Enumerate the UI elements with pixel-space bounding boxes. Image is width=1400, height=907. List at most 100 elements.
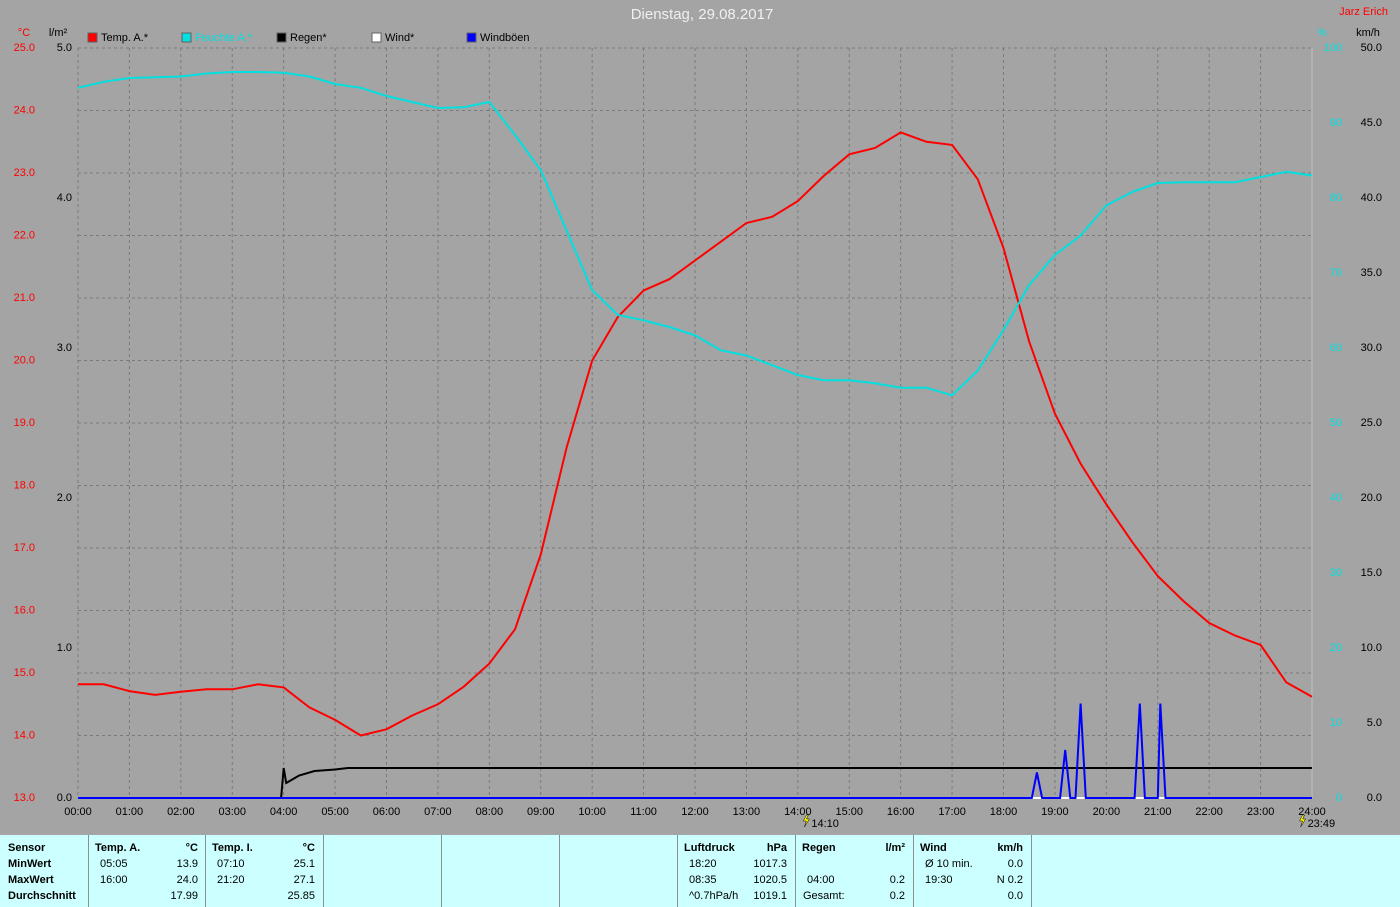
summary-table: Sensor MinWert MaxWert Durchschnitt Temp. A.… (0, 835, 1400, 907)
y4-tick-label: 5.0 (1367, 717, 1382, 729)
table-cell: Temp. I. (212, 842, 253, 854)
y4-tick-label: 10.0 (1361, 642, 1382, 654)
lightning-icon (802, 814, 810, 828)
y3-tick-label: 70 (1330, 267, 1342, 279)
column-separator (913, 835, 914, 907)
y2-tick-label: 3.0 (57, 342, 72, 354)
lightning-icon (1299, 814, 1307, 828)
x-tick-label: 12:00 (681, 806, 709, 818)
y3-tick-label: 40 (1330, 492, 1342, 504)
legend-label: Temp. A.* (101, 32, 149, 44)
y4-tick-label: 0.0 (1367, 792, 1382, 804)
x-tick-label: 01:00 (116, 806, 144, 818)
x-tick-label: 15:00 (835, 806, 863, 818)
table-cell: Ø 10 min. (925, 858, 973, 870)
y3-tick-label: 30 (1330, 567, 1342, 579)
column-separator (323, 835, 324, 907)
y4-tick-label: 40.0 (1361, 192, 1382, 204)
legend-swatch (87, 32, 98, 43)
series-line (78, 703, 1312, 799)
table-cell: 1020.5 (753, 874, 787, 886)
annotation: 14:10 (811, 818, 839, 830)
x-tick-label: 24:00 (1298, 806, 1326, 818)
table-cell: Sensor (8, 842, 46, 854)
series-line (77, 71, 1313, 397)
y-tick-label: 25.0 (14, 42, 35, 54)
column-separator (205, 835, 206, 907)
x-tick-label: 08:00 (476, 806, 504, 818)
legend-swatch (466, 32, 477, 43)
y-tick-label: 22.0 (14, 229, 35, 241)
x-tick-label: 23:00 (1247, 806, 1275, 818)
annotation: 23:49 (1308, 818, 1336, 830)
y2-axis-unit: l/m² (49, 27, 68, 39)
y2-tick-label: 5.0 (57, 42, 72, 54)
y3-tick-label: 100 (1324, 42, 1342, 54)
x-tick-label: 13:00 (733, 806, 761, 818)
y3-tick-label: 20 (1330, 642, 1342, 654)
table-cell: 18:20 (689, 858, 717, 870)
column-separator (559, 835, 560, 907)
table-cell: Wind (920, 842, 947, 854)
table-cell: 19:30 (925, 874, 953, 886)
x-tick-label: 03:00 (218, 806, 246, 818)
y3-tick-label: 0 (1336, 792, 1342, 804)
author: Jarz Erich (1339, 6, 1388, 18)
y4-tick-label: 15.0 (1361, 567, 1382, 579)
y4-tick-label: 25.0 (1361, 417, 1382, 429)
table-cell: 04:00 (807, 874, 835, 886)
x-tick-label: 14:00 (784, 806, 812, 818)
y-tick-label: 18.0 (14, 479, 35, 491)
table-cell: 07:10 (217, 858, 245, 870)
y4-tick-label: 45.0 (1361, 117, 1382, 129)
table-cell: 13.9 (176, 858, 198, 870)
x-tick-label: 07:00 (424, 806, 452, 818)
x-tick-label: 21:00 (1144, 806, 1172, 818)
x-tick-label: 18:00 (990, 806, 1018, 818)
y-tick-label: 14.0 (14, 729, 35, 741)
y4-tick-label: 35.0 (1361, 267, 1382, 279)
x-tick-label: 10:00 (578, 806, 606, 818)
x-tick-label: 04:00 (270, 806, 298, 818)
table-cell: 0.2 (889, 874, 905, 886)
chart-title: Dienstag, 29.08.2017 (631, 6, 774, 23)
y3-tick-label: 50 (1330, 417, 1342, 429)
table-cell: 21:20 (217, 874, 245, 886)
column-separator (88, 835, 89, 907)
y2-tick-label: 4.0 (57, 192, 72, 204)
y2-tick-label: 1.0 (57, 642, 72, 654)
table-cell: 0.0 (1007, 890, 1023, 902)
legend-label: Feuchte A.* (195, 32, 253, 44)
x-tick-label: 16:00 (887, 806, 915, 818)
x-tick-label: 06:00 (373, 806, 401, 818)
series-line (78, 767, 1312, 799)
table-cell: km/h (997, 842, 1023, 854)
table-cell: N 0.2 (996, 874, 1023, 886)
table-cell: 24.0 (176, 874, 198, 886)
x-tick-label: 22:00 (1195, 806, 1223, 818)
y-tick-label: 13.0 (14, 792, 35, 804)
y-tick-label: 19.0 (14, 417, 35, 429)
table-cell: °C (185, 842, 198, 854)
y4-tick-label: 20.0 (1361, 492, 1382, 504)
column-separator (441, 835, 442, 907)
column-separator (1031, 835, 1032, 907)
y-tick-label: 24.0 (14, 104, 35, 116)
table-cell: 27.1 (293, 874, 315, 886)
y2-tick-label: 0.0 (57, 792, 72, 804)
table-cell: 08:35 (689, 874, 717, 886)
y-tick-label: 15.0 (14, 667, 35, 679)
y3-axis-unit: % (1317, 27, 1327, 39)
y-axis-unit: °C (18, 27, 30, 39)
table-cell: 05:05 (100, 858, 128, 870)
y-tick-label: 23.0 (14, 167, 35, 179)
column-separator (795, 835, 796, 907)
table-cell: l/m² (885, 842, 905, 854)
y-tick-label: 17.0 (14, 542, 35, 554)
y2-tick-label: 2.0 (57, 492, 72, 504)
legend-label: Regen* (290, 32, 327, 44)
y3-tick-label: 80 (1330, 192, 1342, 204)
table-cell: Luftdruck (684, 842, 735, 854)
series-line (78, 131, 1313, 737)
